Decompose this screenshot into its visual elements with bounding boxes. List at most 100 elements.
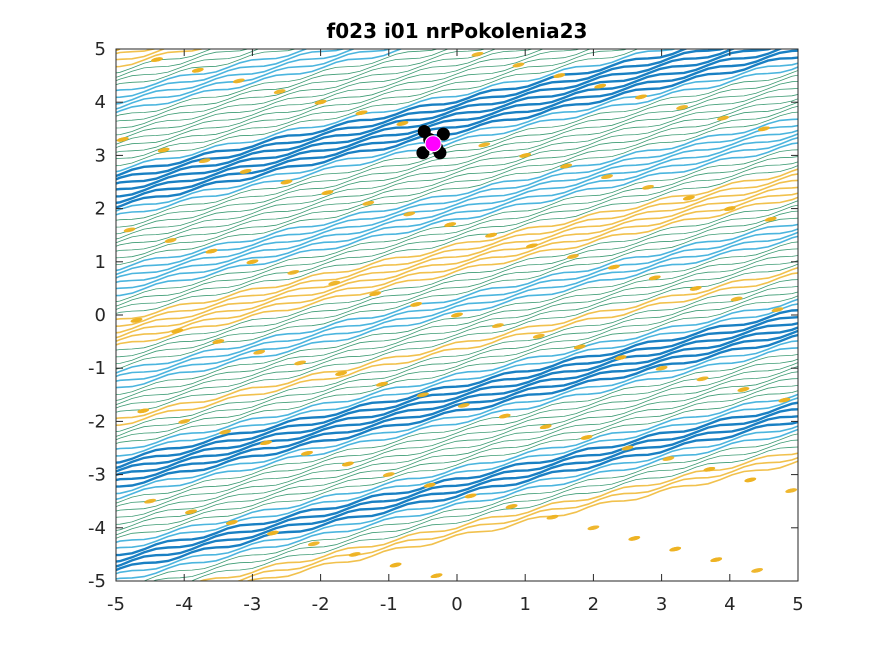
contour-line: [116, 231, 798, 382]
contour-line: [116, 111, 798, 266]
contour-line: [116, 49, 450, 122]
contour-blob: [587, 525, 600, 531]
contour-line: [116, 49, 394, 110]
contour-line: [116, 149, 798, 303]
contour-line: [116, 70, 798, 221]
contour-blob: [614, 355, 627, 360]
contour-blob: [546, 514, 559, 520]
contour-blob: [348, 552, 361, 557]
contour-blob: [710, 557, 723, 563]
contour-line: [116, 347, 798, 501]
contour-blob: [267, 530, 279, 536]
contour-blob: [157, 147, 170, 153]
contour-line: [116, 49, 298, 86]
contour-line: [116, 315, 798, 470]
contour-line: [116, 168, 798, 321]
x-tick-label: -2: [312, 594, 330, 615]
contour-line: [116, 49, 260, 82]
contour-blob: [321, 190, 334, 195]
contour-blob: [553, 73, 566, 78]
contour-line: [116, 329, 798, 482]
contour-line: [116, 186, 798, 339]
x-tick-label: 5: [792, 594, 803, 615]
contour-blob: [328, 280, 341, 286]
y-tick-label: -1: [88, 358, 106, 379]
x-tick-label: 3: [656, 594, 667, 615]
contour-blob: [457, 403, 470, 408]
contour-blob: [246, 259, 259, 265]
y-tick-label: -5: [88, 571, 106, 592]
contour-line: [116, 101, 798, 252]
contour-line: [116, 132, 798, 284]
contour-line: [116, 56, 798, 209]
contour-line: [116, 295, 798, 444]
contour-blob: [212, 339, 225, 344]
contour-blob: [369, 291, 382, 297]
x-tick-label: 0: [451, 594, 462, 615]
best-point: [424, 135, 442, 153]
contour-line: [116, 49, 678, 173]
contour-line: [116, 248, 798, 401]
contour-blob: [430, 573, 443, 579]
contour-line: [116, 228, 798, 378]
contour-blob: [723, 206, 736, 211]
contour-blob: [287, 270, 300, 275]
contour-line: [116, 326, 798, 477]
contour-line: [116, 49, 545, 145]
contour-blob: [280, 179, 293, 185]
contour-blob: [498, 413, 511, 419]
contour-blob: [505, 504, 518, 509]
contour-blob: [683, 195, 695, 201]
contour-line: [116, 49, 726, 181]
contour-blob: [594, 83, 607, 89]
contour-line: [116, 105, 798, 259]
contour-line: [116, 142, 798, 297]
contour-line: [116, 49, 784, 198]
contour-blob: [423, 482, 436, 488]
contour-line: [116, 362, 798, 512]
contour-blob: [580, 435, 593, 440]
contour-line: [116, 49, 639, 167]
contour-background: [116, 49, 798, 581]
contour-line: [116, 49, 737, 185]
contour-blob: [785, 488, 798, 493]
contour-line: [116, 393, 798, 544]
contour-line: [116, 49, 798, 205]
contour-line: [116, 285, 798, 437]
contour-blob: [314, 99, 327, 105]
contour-line: [116, 49, 309, 92]
x-tick-label: 1: [519, 594, 530, 615]
contour-blob: [137, 408, 150, 414]
contour-line: [116, 49, 534, 141]
contour-blob: [239, 169, 252, 174]
contour-blob: [771, 307, 784, 313]
x-tick-label: 2: [588, 594, 599, 615]
data-points: [416, 124, 450, 160]
contour-blob: [464, 493, 477, 499]
contour-blob: [144, 498, 156, 504]
contour-blob: [389, 562, 402, 568]
contour-line: [116, 291, 798, 441]
contour-blob: [669, 546, 682, 552]
contour-line: [116, 179, 798, 334]
contour-line: [116, 333, 798, 488]
contour-blob: [273, 89, 286, 94]
contour-blob: [164, 238, 177, 243]
contour-blob: [205, 248, 218, 254]
x-tick-label: -1: [380, 594, 398, 615]
contour-blob: [335, 371, 347, 376]
contour-blob: [703, 466, 716, 472]
population-point: [416, 146, 430, 160]
contour-blob: [717, 115, 729, 121]
contour-blob: [130, 317, 143, 323]
contour-line: [116, 235, 798, 389]
contour-line: [235, 456, 798, 581]
contour-line: [116, 298, 798, 450]
contour-line: [116, 62, 798, 212]
contour-blob: [478, 142, 491, 148]
contour-blob: [178, 419, 191, 424]
contour-line: [116, 74, 798, 228]
contour-blob: [116, 137, 129, 142]
contour-line: [116, 80, 798, 235]
contour-line: [116, 165, 798, 314]
